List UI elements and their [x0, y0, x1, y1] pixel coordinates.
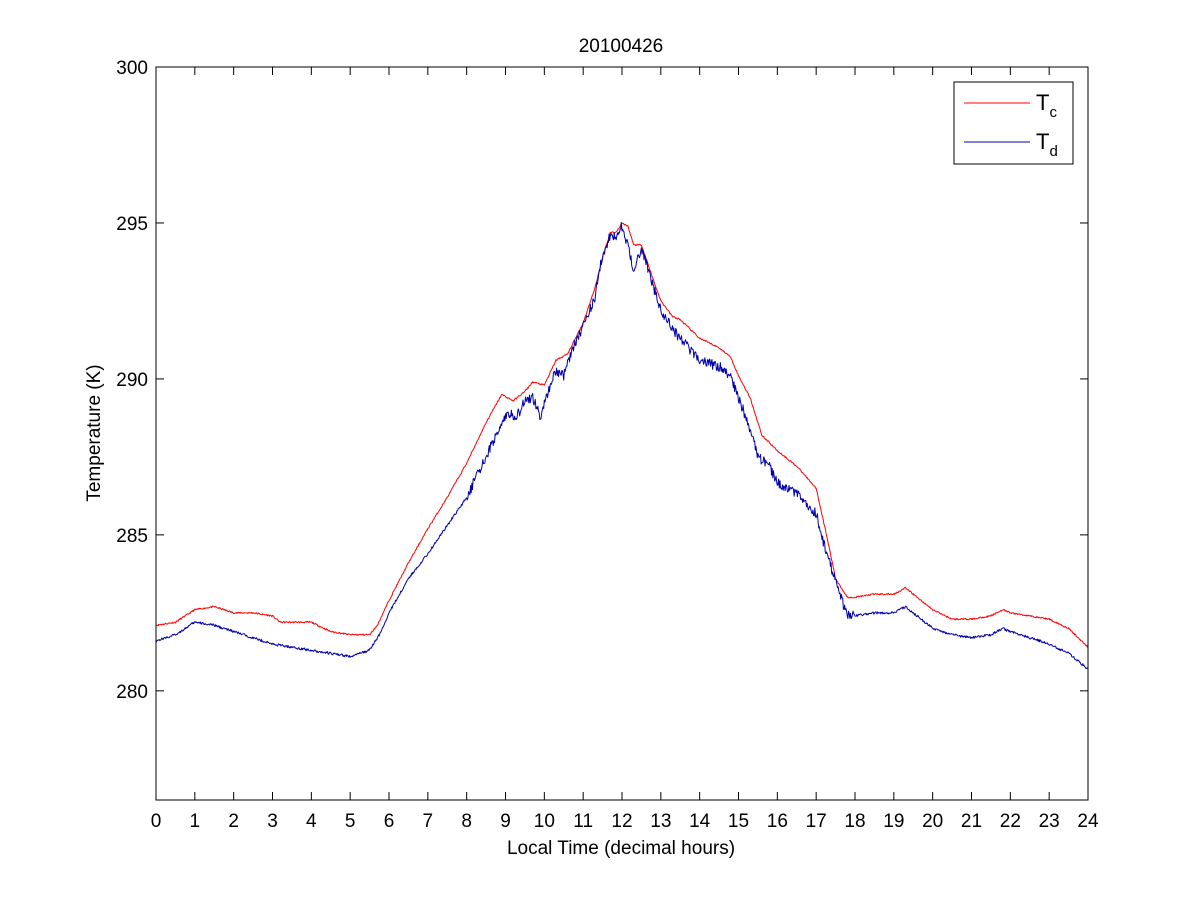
x-tick-label-24: 24: [1077, 811, 1099, 832]
x-tick-label-10: 10: [534, 811, 555, 832]
x-axis-label: Local Time (decimal hours): [507, 838, 735, 859]
x-tick-label-14: 14: [689, 811, 711, 832]
y-axis-label: Temperature (K): [84, 364, 105, 501]
x-tick-label-17: 17: [806, 811, 827, 832]
legend-label-tc-sub: c: [1049, 104, 1057, 121]
series-line-td: [155, 221, 1089, 670]
x-tick-label-13: 13: [650, 811, 671, 832]
x-tick-label-7: 7: [423, 811, 434, 832]
x-tick-label-16: 16: [767, 811, 788, 832]
legend: Tc Td: [953, 81, 1074, 165]
x-tick-label-15: 15: [728, 811, 749, 832]
y-tick-label-300: 300: [116, 58, 148, 79]
legend-box: [953, 81, 1074, 165]
chart-title: 20100426: [579, 36, 664, 57]
y-tick-label-290: 290: [116, 370, 148, 391]
legend-label-tc-main: T: [1036, 90, 1049, 115]
series-layer: [155, 221, 1089, 670]
legend-label-td: Td: [1036, 129, 1058, 160]
legend-label-td-main: T: [1036, 129, 1049, 154]
x-tick-label-0: 0: [151, 811, 162, 832]
legend-label-tc: Tc: [1036, 90, 1057, 121]
y-axis-ticks: 280 285 290 295 300: [116, 58, 1088, 703]
y-tick-label-280: 280: [116, 682, 148, 703]
y-tick-label-295: 295: [116, 214, 148, 235]
x-tick-label-9: 9: [500, 811, 511, 832]
x-tick-label-21: 21: [961, 811, 982, 832]
x-tick-label-3: 3: [267, 811, 278, 832]
x-tick-label-23: 23: [1039, 811, 1060, 832]
x-tick-label-5: 5: [345, 811, 356, 832]
x-tick-label-19: 19: [883, 811, 904, 832]
y-tick-label-285: 285: [116, 526, 148, 547]
x-tick-label-18: 18: [844, 811, 865, 832]
x-axis-ticks: 0 1 2 3 4 5 6 7 8 9 10 11 12 13 14 15 16 17 18 19 20 21 22 23 24: [151, 67, 1099, 832]
x-tick-label-22: 22: [1000, 811, 1021, 832]
x-tick-label-4: 4: [306, 811, 317, 832]
x-tick-label-20: 20: [922, 811, 943, 832]
x-tick-label-11: 11: [573, 811, 593, 832]
legend-label-td-sub: d: [1049, 143, 1057, 160]
x-tick-label-8: 8: [461, 811, 472, 832]
x-tick-label-12: 12: [611, 811, 632, 832]
x-tick-label-1: 1: [190, 811, 201, 832]
x-tick-label-2: 2: [228, 811, 239, 832]
x-tick-label-6: 6: [384, 811, 395, 832]
series-line-tc: [155, 222, 1089, 648]
